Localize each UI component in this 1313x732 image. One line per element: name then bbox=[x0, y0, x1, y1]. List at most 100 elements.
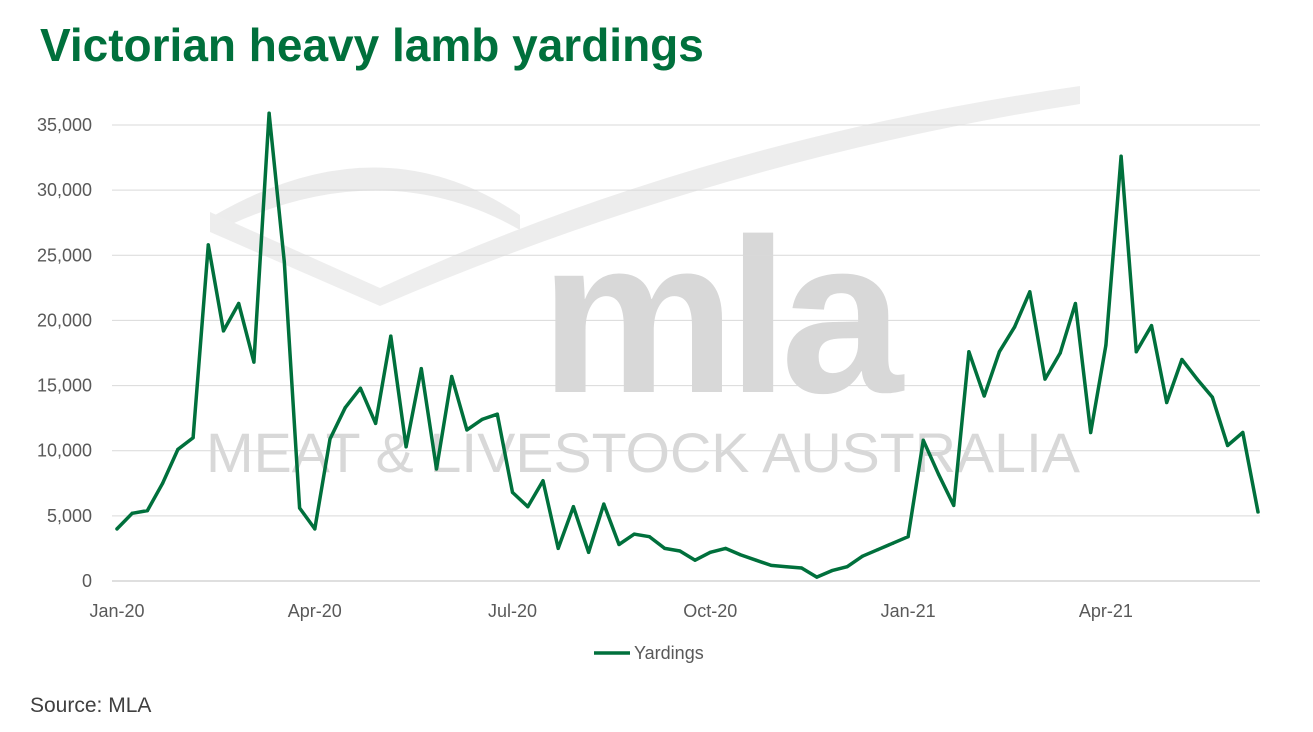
data-point bbox=[328, 437, 332, 441]
data-point bbox=[830, 568, 834, 573]
x-tick-label: Jul-20 bbox=[488, 601, 537, 621]
data-point bbox=[1195, 377, 1199, 381]
data-point bbox=[510, 490, 515, 495]
x-tick-label: Apr-20 bbox=[288, 601, 342, 621]
data-point bbox=[343, 406, 347, 410]
data-point bbox=[1134, 350, 1138, 354]
data-point bbox=[434, 467, 439, 471]
data-point bbox=[769, 563, 773, 567]
y-axis-ticks: 0 5,000 10,000 15,000 20,000 25,000 30,000 35,0… bbox=[37, 115, 92, 591]
data-point bbox=[906, 535, 910, 539]
data-point bbox=[997, 350, 1001, 354]
legend-label: Yardings bbox=[634, 643, 704, 663]
y-tick-label: 20,000 bbox=[37, 310, 92, 330]
data-point bbox=[587, 550, 591, 554]
data-point bbox=[480, 417, 484, 422]
data-point bbox=[526, 505, 530, 509]
data-point bbox=[1058, 351, 1062, 355]
data-point bbox=[1104, 343, 1108, 347]
data-point bbox=[450, 374, 454, 379]
data-point bbox=[571, 505, 576, 509]
data-point bbox=[297, 506, 302, 510]
data-point bbox=[632, 532, 636, 536]
data-point bbox=[115, 527, 119, 531]
data-point bbox=[952, 503, 956, 508]
data-point bbox=[693, 558, 697, 562]
x-tick-label: Jan-20 bbox=[89, 601, 144, 621]
chart-title: Victorian heavy lamb yardings bbox=[40, 19, 704, 71]
data-point bbox=[647, 535, 652, 539]
watermark-swoosh bbox=[210, 86, 1080, 306]
legend: Yardings bbox=[594, 643, 704, 663]
watermark-tagline: MEAT & LIVESTOCK AUSTRALIA bbox=[206, 421, 1081, 484]
x-tick-label: Jan-21 bbox=[881, 601, 936, 621]
y-tick-label: 0 bbox=[82, 571, 92, 591]
data-point bbox=[678, 549, 682, 553]
data-point bbox=[495, 412, 499, 416]
data-point bbox=[206, 243, 210, 247]
data-point bbox=[602, 502, 606, 506]
gridlines bbox=[112, 124, 1260, 582]
data-point bbox=[876, 548, 880, 552]
data-point bbox=[1241, 430, 1245, 435]
data-point bbox=[176, 447, 180, 452]
data-point bbox=[967, 350, 971, 354]
data-point bbox=[860, 554, 865, 558]
data-point bbox=[739, 553, 743, 557]
data-point bbox=[708, 550, 712, 554]
data-point bbox=[404, 445, 408, 449]
data-point bbox=[1149, 324, 1154, 328]
data-point bbox=[1165, 400, 1169, 405]
watermark-logo-text: mla bbox=[540, 193, 905, 439]
data-point bbox=[1028, 290, 1032, 294]
data-point bbox=[1180, 357, 1184, 362]
data-point bbox=[617, 542, 621, 547]
y-tick-label: 25,000 bbox=[37, 245, 92, 265]
data-point bbox=[1256, 510, 1260, 514]
data-point bbox=[1210, 395, 1214, 399]
data-point bbox=[252, 360, 256, 364]
data-point bbox=[358, 386, 363, 390]
series-line-yardings bbox=[115, 111, 1260, 579]
data-point bbox=[145, 509, 150, 513]
data-point bbox=[419, 367, 423, 371]
data-point bbox=[282, 260, 286, 264]
data-point bbox=[982, 394, 986, 398]
data-point bbox=[161, 481, 165, 485]
data-point bbox=[723, 546, 728, 551]
y-tick-label: 15,000 bbox=[37, 376, 92, 396]
data-point bbox=[784, 565, 788, 569]
data-point bbox=[221, 329, 226, 333]
data-point bbox=[1012, 325, 1017, 329]
data-point bbox=[1073, 301, 1078, 306]
x-axis-ticks: Jan-20 Apr-20 Jul-20 Oct-20 Jan-21 Apr-21 bbox=[89, 601, 1132, 621]
data-point bbox=[800, 566, 804, 570]
data-point bbox=[845, 565, 849, 569]
data-point bbox=[267, 111, 271, 115]
watermark-arc bbox=[215, 167, 520, 232]
data-point bbox=[1225, 443, 1230, 448]
y-tick-label: 35,000 bbox=[37, 115, 92, 135]
y-tick-label: 30,000 bbox=[37, 180, 92, 200]
data-point bbox=[1119, 154, 1123, 158]
data-point bbox=[1043, 377, 1047, 381]
data-point bbox=[465, 428, 469, 432]
data-point bbox=[921, 438, 925, 442]
data-point bbox=[541, 479, 545, 483]
data-point bbox=[1089, 430, 1093, 435]
y-tick-label: 5,000 bbox=[47, 506, 92, 526]
line-chart: mla MEAT & LIVESTOCK AUSTRALIA 0 5,000 10,… bbox=[37, 86, 1260, 663]
data-point bbox=[663, 546, 667, 551]
data-point bbox=[556, 546, 560, 551]
source-note: Source: MLA bbox=[30, 694, 152, 717]
data-point bbox=[130, 511, 134, 515]
series-group bbox=[115, 111, 1260, 579]
data-point bbox=[237, 301, 241, 306]
data-point bbox=[374, 421, 378, 425]
y-tick-label: 10,000 bbox=[37, 441, 92, 461]
data-point bbox=[891, 541, 895, 545]
data-point bbox=[191, 436, 195, 440]
data-point bbox=[313, 527, 317, 531]
x-tick-label: Oct-20 bbox=[683, 601, 737, 621]
x-tick-label: Apr-21 bbox=[1079, 601, 1133, 621]
